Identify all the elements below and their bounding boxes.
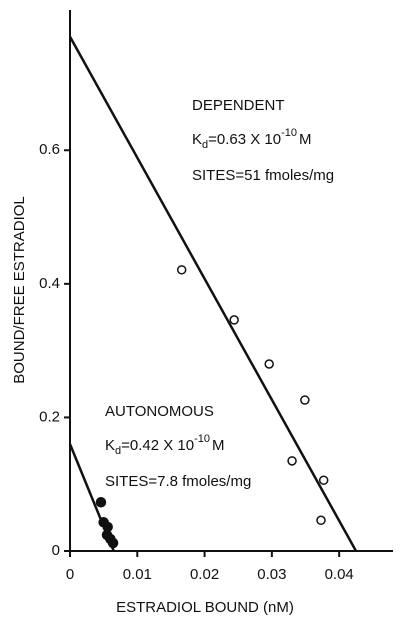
point [229,315,239,325]
y-axis-label: BOUND/FREE ESTRADIOL [11,196,28,384]
y-tick-label: 0.6 [39,141,60,158]
sites-label: SITES=51 fmoles/mg [192,167,334,184]
point [287,456,297,466]
kd-symbol: K [192,131,202,148]
kd-unit: M [299,131,312,148]
series-label: DEPENDENT [192,97,285,114]
point [300,395,310,405]
point [107,537,119,549]
x-tick-label: 0.02 [190,566,219,583]
x-tick-label: 0.03 [257,566,286,583]
kd-unit: M [212,437,225,454]
y-tick-label: 0 [52,542,60,559]
y-tick-label: 0.2 [39,408,60,425]
kd-label: Kd=0.42 X 10-10 M [105,433,225,457]
point [95,496,107,508]
x-tick-label: 0.01 [123,566,152,583]
y-tick-label: 0.4 [39,275,60,292]
kd-label: Kd=0.63 X 10-10 M [192,127,312,151]
kd-sub: d [115,445,121,457]
kd-sub: d [202,139,208,151]
x-tick-label: 0.04 [325,566,354,583]
kd-value: =0.42 X 10 [121,437,194,454]
sites-label: SITES=7.8 fmoles/mg [105,473,251,490]
x-axis-label: ESTRADIOL BOUND (nM) [116,599,294,616]
series-label: AUTONOMOUS [105,403,214,420]
point [316,515,326,526]
kd-symbol: K [105,437,115,454]
point [318,475,329,485]
kd-exp: -10 [194,433,210,445]
point [264,359,274,369]
fit-line [68,36,358,552]
kd-exp: -10 [281,127,297,139]
x-tick-label: 0 [66,566,74,583]
point [176,265,187,275]
kd-value: =0.63 X 10 [208,131,281,148]
